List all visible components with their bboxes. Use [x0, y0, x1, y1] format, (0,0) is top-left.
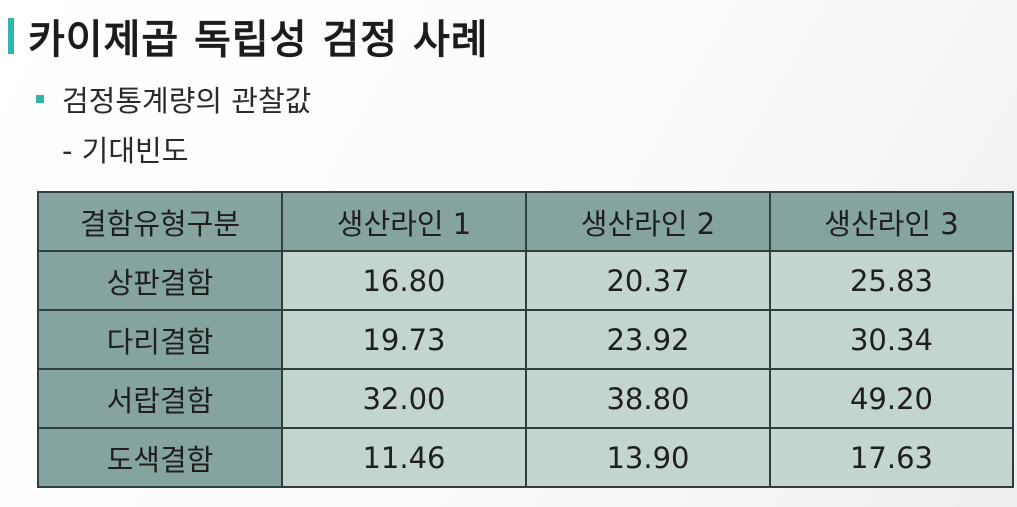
row-header: 상판결함: [37, 250, 283, 311]
column-header: 생산라인 3: [769, 191, 1014, 252]
table-cell: 30.34: [769, 309, 1014, 370]
table-cell: 19.73: [281, 309, 527, 370]
table-cell: 23.92: [525, 309, 771, 370]
table-header-row: 결함유형구분 생산라인 1 생산라인 2 생산라인 3: [37, 191, 1014, 252]
table-cell: 11.46: [281, 427, 527, 488]
table-row: 상판결함 16.80 20.37 25.83: [37, 250, 1014, 311]
slide-title: 카이제곱 독립성 검정 사례: [28, 17, 489, 63]
bullet-text: 검정통계량의 관찰값: [62, 84, 312, 118]
row-header: 서랍결함: [37, 368, 283, 429]
table-cell: 38.80: [525, 368, 771, 429]
column-header: 생산라인 1: [281, 191, 527, 252]
table-cell: 32.00: [281, 368, 527, 429]
bullet-item: 검정통계량의 관찰값: [36, 78, 311, 120]
table-row: 서랍결함 32.00 38.80 49.20: [37, 368, 1014, 429]
table-cell: 25.83: [769, 250, 1014, 311]
title-accent-bar: [8, 18, 14, 54]
table-cell: 13.90: [525, 427, 771, 488]
table-cell: 17.63: [769, 427, 1014, 488]
column-header: 결함유형구분: [37, 191, 283, 252]
bullet-square-icon: [36, 95, 44, 103]
row-header: 도색결함: [37, 427, 283, 488]
sub-bullet-text: - 기대빈도: [62, 134, 189, 168]
table-cell: 49.20: [769, 368, 1014, 429]
table-cell: 20.37: [525, 250, 771, 311]
table-cell: 16.80: [281, 250, 527, 311]
slide-title-row: 카이제곱 독립성 검정 사례: [8, 8, 489, 64]
column-header: 생산라인 2: [525, 191, 771, 252]
table-row: 다리결함 19.73 23.92 30.34: [37, 309, 1014, 370]
table-row: 도색결함 11.46 13.90 17.63: [37, 427, 1014, 488]
row-header: 다리결함: [37, 309, 283, 370]
expected-frequency-table: 결함유형구분 생산라인 1 생산라인 2 생산라인 3 상판결함 16.80 2…: [37, 191, 1014, 488]
